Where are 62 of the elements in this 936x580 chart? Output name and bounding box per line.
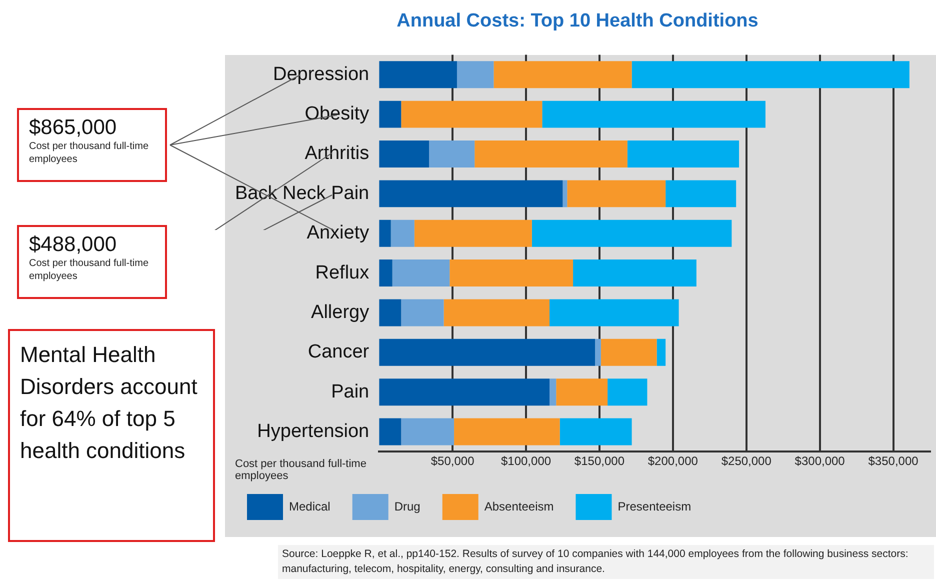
x-tick-label: $100,000 xyxy=(500,454,552,468)
bar xyxy=(627,140,740,168)
bar xyxy=(401,299,444,326)
y-tick-label: Anxiety xyxy=(306,222,370,244)
x-tick-label: $200,000 xyxy=(648,454,698,468)
bar xyxy=(550,378,556,406)
bar xyxy=(556,378,608,406)
bar xyxy=(379,100,402,128)
bar xyxy=(666,180,736,208)
bar xyxy=(379,220,391,247)
bar xyxy=(379,260,392,287)
y-tick-label: Pain xyxy=(331,381,370,402)
legend-label: Drug xyxy=(394,499,420,514)
bar xyxy=(573,260,696,287)
bar xyxy=(401,100,542,128)
source-note: Source: Loeppke R, et al., pp140-152. Results of survey of 10 companies with 144,000 employees from the following business sectors: manufacturing, telecom, hospitality, energy, consulting and insurance. xyxy=(278,545,934,579)
x-tick-label: $250,000 xyxy=(721,454,772,468)
bar xyxy=(542,100,766,128)
bar xyxy=(379,180,563,208)
y-tick-label: Allergy xyxy=(311,302,370,323)
bar xyxy=(392,260,450,287)
bar xyxy=(608,378,648,406)
bar xyxy=(390,220,414,247)
bar xyxy=(595,338,601,366)
bar xyxy=(532,220,732,247)
bar xyxy=(454,418,560,446)
bar xyxy=(414,220,532,247)
bar xyxy=(379,61,457,88)
bar xyxy=(379,140,430,168)
legend-label: Medical xyxy=(289,499,330,514)
bar xyxy=(656,338,666,366)
bar xyxy=(456,61,494,88)
x-tick-label: $300,000 xyxy=(794,454,846,468)
bar xyxy=(632,61,910,88)
x-tick-label: $350,000 xyxy=(868,454,919,468)
text: $865,000 Cost per thousand full-time employees xyxy=(29,116,150,166)
bar xyxy=(379,338,596,366)
bar xyxy=(474,140,628,168)
bar xyxy=(401,418,454,446)
bar xyxy=(494,61,632,88)
bar xyxy=(600,338,657,366)
y-tick-label: Cancer xyxy=(308,342,370,363)
bar xyxy=(567,180,666,208)
x-tick-label: $150,000 xyxy=(574,454,625,468)
text: Mental Health Disorders account for 64% of top 5 health conditions xyxy=(8,329,215,542)
bar xyxy=(550,299,679,326)
text: $488,000 Cost per thousand full-time employees xyxy=(29,233,150,283)
bar xyxy=(562,180,568,208)
bar xyxy=(444,299,550,326)
legend-label: Presenteeism xyxy=(618,499,692,514)
x-tick-label: $50,000 xyxy=(430,454,475,468)
x-axis-title: Cost per thousand full-time employees xyxy=(235,458,368,482)
bar xyxy=(379,299,402,326)
bar xyxy=(560,418,632,446)
bar xyxy=(379,378,550,406)
chart-title: Annual Costs: Top 10 Health Conditions xyxy=(396,10,758,32)
bar xyxy=(429,140,475,168)
y-tick-label: Reflux xyxy=(315,262,370,284)
bar xyxy=(450,260,574,287)
legend-label: Absenteeism xyxy=(484,499,554,514)
bar xyxy=(379,418,402,446)
y-tick-label: Hypertension xyxy=(257,420,370,442)
